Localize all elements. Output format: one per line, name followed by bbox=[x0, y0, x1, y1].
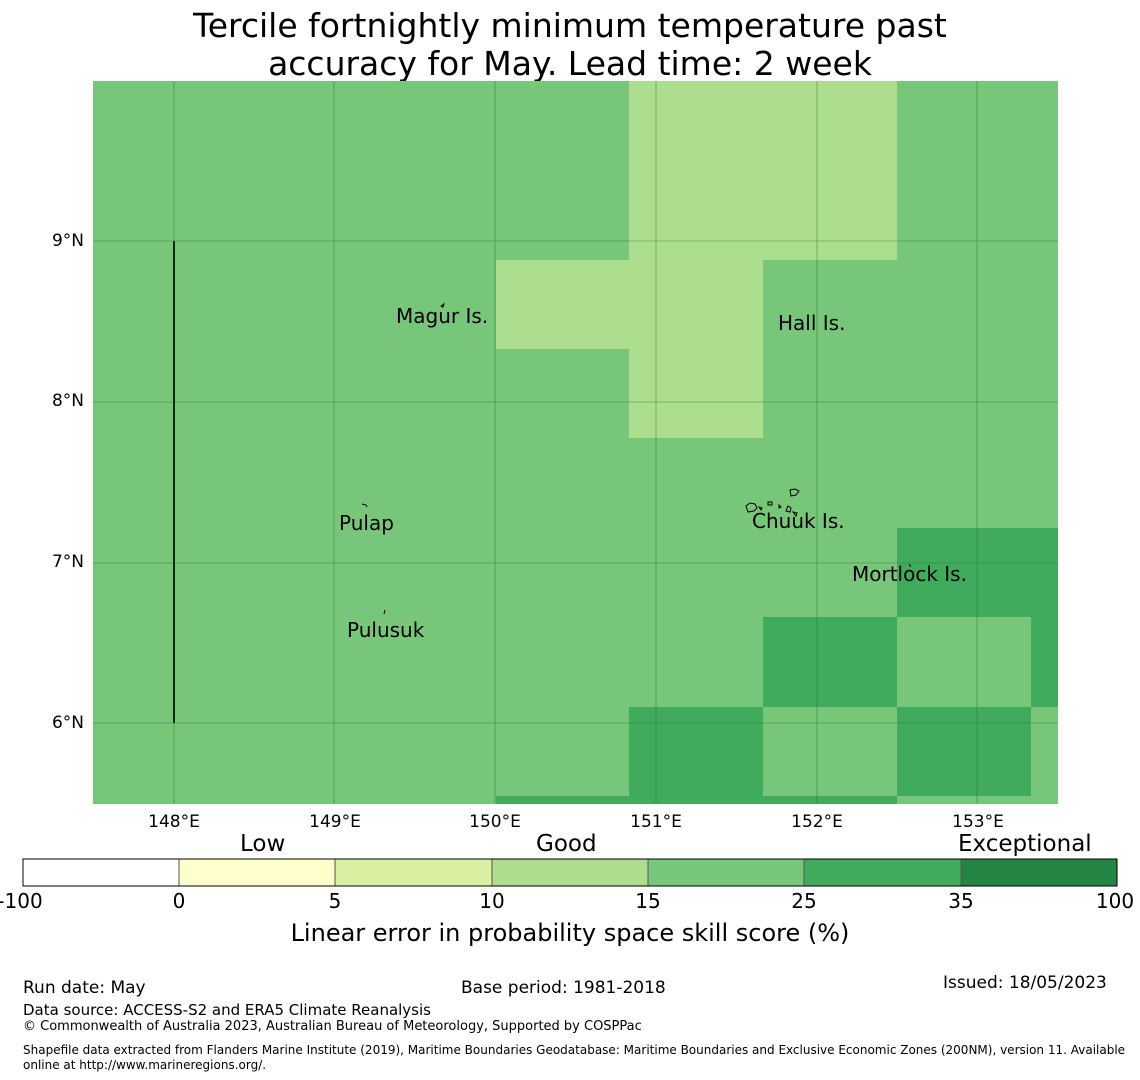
colorbar-segment-3 bbox=[334, 858, 493, 887]
chuuk-reef-outline bbox=[745, 488, 800, 518]
lon-label-151e: 151°E bbox=[630, 812, 682, 832]
place-label-hall: Hall Is. bbox=[778, 311, 846, 335]
colorbar-tick-label: 25 bbox=[791, 889, 817, 913]
colorbar-tick-label: 10 bbox=[479, 889, 505, 913]
run-date: Run date: May bbox=[23, 978, 146, 998]
lon-label-152e: 152°E bbox=[791, 812, 843, 832]
copyright-notice: © Commonwealth of Australia 2023, Austra… bbox=[23, 1019, 642, 1034]
data-source: Data source: ACCESS-S2 and ERA5 Climate … bbox=[23, 1001, 431, 1019]
place-label-pulap: Pulap bbox=[339, 511, 394, 535]
colorbar-segment-6 bbox=[803, 858, 962, 887]
lat-label-7n: 7°N bbox=[51, 552, 84, 572]
colorbar-category-good: Good bbox=[536, 831, 597, 857]
shapefile-credit-line-2: online at http://www.marineregions.org/. bbox=[23, 1058, 267, 1072]
shapefile-credit-line-1: Shapefile data extracted from Flanders M… bbox=[23, 1043, 1126, 1057]
cell-dark-1 bbox=[897, 528, 1058, 617]
colorbar-axis-label: Linear error in probability space skill … bbox=[290, 919, 850, 947]
lat-label-6n: 6°N bbox=[51, 713, 84, 733]
cell-light-mid bbox=[496, 260, 763, 349]
map-title-line-1: Tercile fortnightly minimum temperature … bbox=[193, 6, 947, 45]
pulap-island-outline bbox=[361, 503, 368, 508]
colorbar-tick-label: 35 bbox=[948, 889, 974, 913]
colorbar-segments bbox=[22, 858, 1118, 887]
lat-label-9n: 9°N bbox=[51, 231, 84, 251]
colorbar-tick-label: 5 bbox=[328, 889, 342, 913]
lon-label-149e: 149°E bbox=[309, 812, 361, 832]
colorbar-tick-label: 0 bbox=[172, 889, 186, 913]
map-cells bbox=[93, 81, 1058, 804]
cell-dark-6 bbox=[496, 796, 897, 804]
magur-island-outline bbox=[440, 302, 445, 308]
colorbar-tick-label: -100 bbox=[0, 889, 43, 913]
colorbar-segment-2 bbox=[178, 858, 336, 887]
colorbar-segment-1 bbox=[22, 858, 180, 887]
lon-label-153e: 153°E bbox=[952, 812, 1004, 832]
colorbar-tick-label: 15 bbox=[635, 889, 661, 913]
cell-light-low bbox=[629, 349, 763, 438]
island-outlines bbox=[361, 302, 912, 615]
cell-dark-2 bbox=[763, 617, 897, 707]
colorbar-category-low: Low bbox=[240, 831, 286, 857]
colorbar bbox=[22, 858, 1118, 887]
issued-date: Issued: 18/05/2023 bbox=[943, 973, 1107, 993]
map-background bbox=[93, 81, 1058, 804]
base-period: Base period: 1981-2018 bbox=[461, 978, 666, 998]
graticule bbox=[93, 81, 1058, 804]
cell-dark-5 bbox=[897, 707, 1031, 796]
colorbar-segment-5 bbox=[647, 858, 805, 887]
place-label-mortlock: Mortlock Is. bbox=[852, 562, 967, 586]
colorbar-segment-4 bbox=[491, 858, 649, 887]
cell-dark-3 bbox=[1031, 617, 1058, 707]
colorbar-segment-7 bbox=[960, 858, 1118, 887]
lat-label-8n: 8°N bbox=[51, 391, 84, 411]
cell-light-top bbox=[629, 81, 897, 260]
colorbar-tick-label: 100 bbox=[1095, 889, 1135, 913]
map-title-line-2: accuracy for May. Lead time: 2 week bbox=[268, 44, 872, 83]
colorbar-category-exceptional: Exceptional bbox=[958, 831, 1092, 857]
place-label-pulusuk: Pulusuk bbox=[347, 618, 425, 642]
pulusuk-island-outline bbox=[383, 609, 386, 615]
lon-label-148e: 148°E bbox=[148, 812, 200, 832]
colorbar-frame bbox=[22, 858, 1118, 887]
mortlock-island-outline bbox=[908, 563, 912, 568]
lon-label-150e: 150°E bbox=[469, 812, 521, 832]
place-label-chuuk: Chuuk Is. bbox=[752, 509, 845, 533]
place-label-magur: Magur Is. bbox=[396, 304, 489, 328]
